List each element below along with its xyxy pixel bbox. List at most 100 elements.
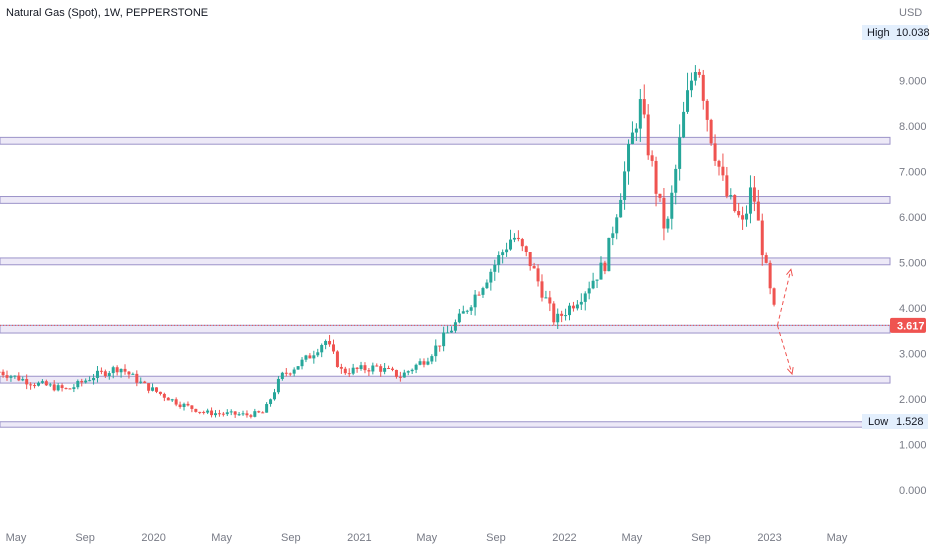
candle-body	[752, 187, 756, 202]
candle-body	[84, 380, 88, 383]
candle-body	[272, 392, 276, 400]
candle-body	[705, 100, 709, 120]
candle-body	[721, 166, 725, 176]
candle-body	[139, 381, 143, 383]
candle-body	[662, 197, 666, 229]
y-tick-label: 0.000	[899, 485, 927, 497]
candle-body	[741, 215, 745, 220]
x-tick-label: Sep	[281, 532, 301, 544]
y-tick-label: 5.000	[899, 258, 927, 270]
candle-body	[430, 356, 434, 362]
candle-body	[501, 252, 505, 256]
candle-body	[406, 371, 410, 373]
x-tick-label: Sep	[75, 532, 95, 544]
x-tick-label: May	[211, 532, 232, 544]
candle-body	[623, 171, 627, 200]
candle-body	[265, 404, 269, 413]
candle-body	[363, 365, 367, 371]
x-tick-label: May	[6, 532, 27, 544]
candle-body	[316, 352, 320, 356]
candle-body	[300, 359, 304, 367]
candle-body	[170, 399, 174, 401]
candle-body	[95, 370, 99, 378]
candle-body	[237, 414, 241, 416]
candle-body	[453, 322, 457, 331]
candle-body	[583, 293, 587, 302]
candle-body	[304, 355, 308, 360]
candle-body	[733, 195, 737, 212]
candle-body	[619, 199, 623, 218]
y-tick-label: 4.000	[899, 303, 927, 315]
candle-body	[331, 344, 335, 352]
candle-body	[162, 393, 166, 398]
x-tick-label: May	[416, 532, 437, 544]
candle-body	[768, 262, 772, 289]
candle-body	[611, 233, 615, 238]
candle-body	[481, 288, 485, 295]
candle-body	[36, 382, 40, 386]
x-tick-label: May	[621, 532, 642, 544]
candle-body	[99, 370, 103, 372]
candle-body	[355, 367, 359, 369]
candle-body	[0, 371, 1, 373]
candle-body	[571, 305, 575, 309]
candle-body	[68, 388, 72, 390]
x-tick-label: May	[827, 532, 848, 544]
candle-body	[383, 367, 387, 372]
candle-body	[225, 412, 229, 415]
candle-body	[516, 237, 520, 240]
x-tick-label: Sep	[691, 532, 711, 544]
candle-body	[630, 132, 634, 144]
candle-body	[398, 376, 402, 378]
candle-body	[422, 361, 426, 365]
candle-body	[666, 218, 670, 229]
candle-body	[414, 364, 418, 370]
candle-body	[249, 415, 253, 417]
candle-body	[509, 239, 513, 250]
candle-body	[351, 367, 355, 374]
candle-body	[375, 365, 379, 367]
sr-zone	[0, 324, 891, 334]
candle-body	[280, 372, 284, 379]
candle-body	[556, 313, 560, 323]
chart-title: Natural Gas (Spot), 1W, PEPPERSTONE	[6, 7, 208, 19]
x-tick-label: 2021	[347, 532, 371, 544]
candle-body	[670, 192, 674, 219]
candle-body	[627, 143, 631, 172]
candle-body	[686, 90, 690, 112]
candle-body	[111, 367, 115, 374]
candle-body	[245, 413, 249, 416]
candle-body	[603, 262, 607, 272]
candle-body	[457, 313, 461, 323]
candle-body	[442, 332, 446, 347]
candle-body	[312, 355, 316, 359]
y-tick-label: 2.000	[899, 394, 927, 406]
candle-body	[485, 282, 489, 289]
y-tick-label: 3.000	[899, 349, 927, 361]
candle-body	[103, 371, 107, 377]
candle-body	[450, 330, 454, 333]
candle-body	[261, 412, 265, 414]
candle-body	[536, 268, 540, 282]
candle-body	[80, 380, 84, 383]
candle-body	[229, 411, 233, 413]
candle-body	[40, 381, 44, 383]
candle-body	[379, 366, 383, 372]
x-axis: May Sep 2020 May Sep 2021 May Sep 2022 May Sep 2023…	[6, 532, 848, 544]
sr-zone	[0, 257, 891, 266]
projection-layer	[776, 268, 794, 376]
candle-body	[418, 361, 422, 365]
candle-body	[343, 368, 347, 374]
candle-body	[693, 72, 697, 81]
candle-body	[591, 280, 595, 289]
candle-body	[473, 294, 477, 308]
candle-body	[210, 410, 214, 416]
candle-body	[131, 373, 135, 375]
candle-body	[198, 411, 202, 413]
candle-body	[21, 379, 25, 381]
candle-body	[64, 388, 68, 390]
candle-body	[524, 246, 528, 253]
candle-body	[213, 413, 217, 416]
candle-body	[402, 372, 406, 378]
